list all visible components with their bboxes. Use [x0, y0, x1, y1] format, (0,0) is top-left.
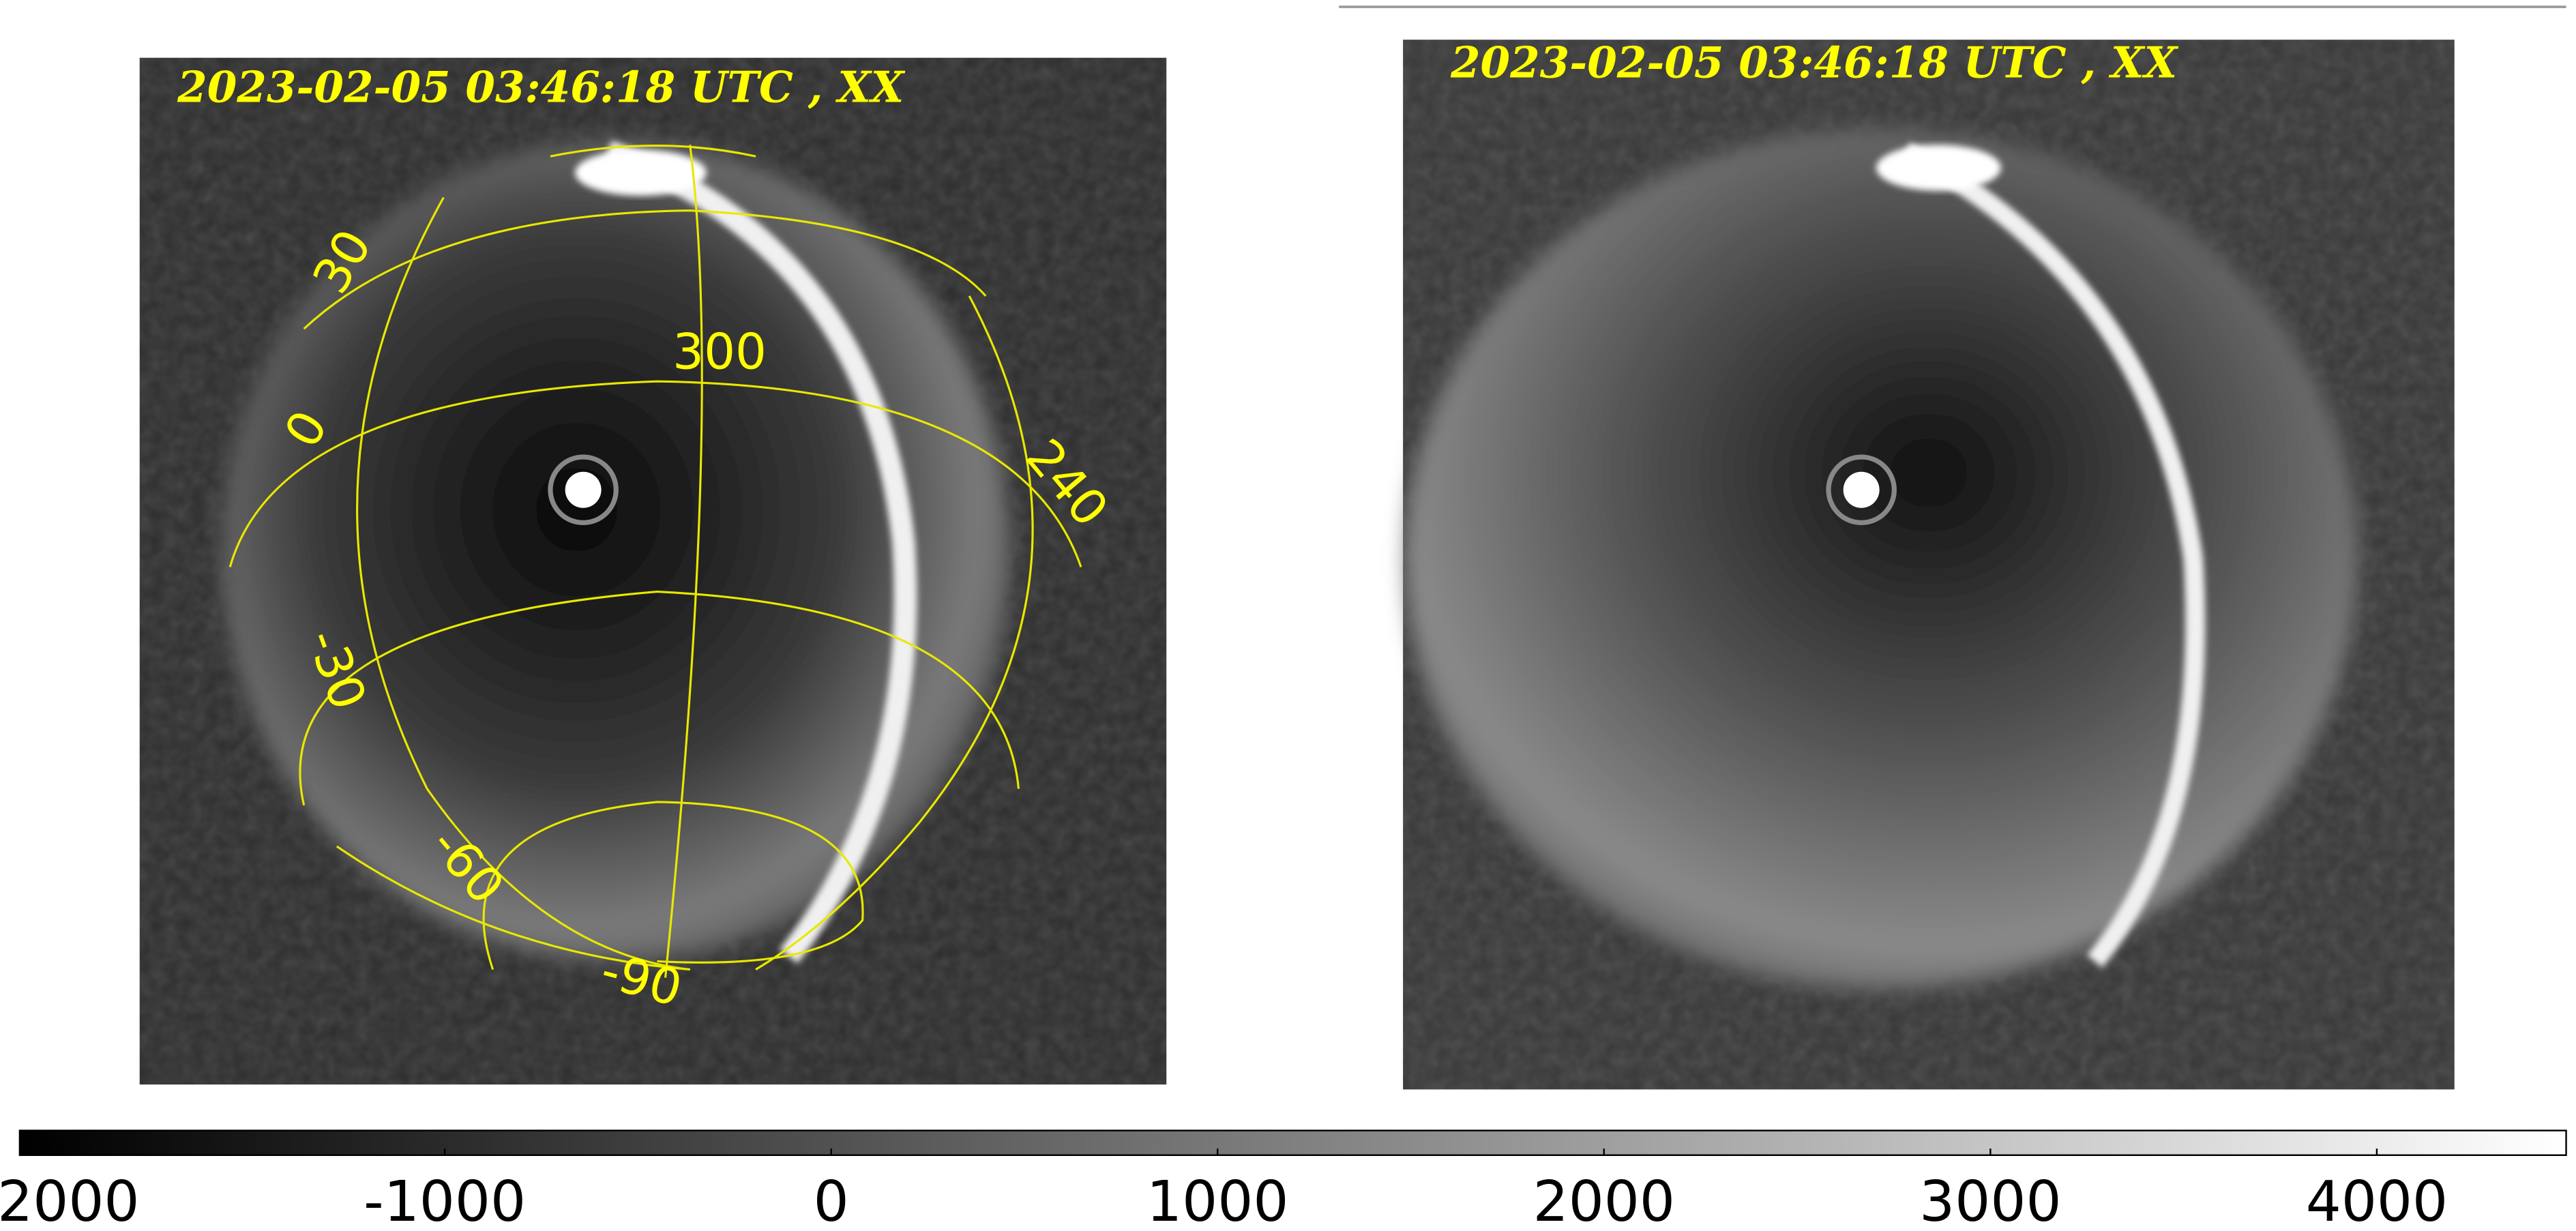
colorbar: -2000 -1000 0 1000 2000 3000 4000 — [0, 1129, 2567, 1231]
auroral-arc — [604, 140, 917, 964]
colorbar-tick-label: -1000 — [364, 1170, 526, 1231]
colorbar-tick-label: 2000 — [1533, 1170, 1675, 1231]
coordinate-grid — [228, 145, 1082, 978]
bright-spot — [575, 149, 707, 196]
colorbar-tick-label: 0 — [814, 1170, 849, 1231]
timestamp: 2023-02-05 03:46:18 UTC , XX — [1450, 38, 2179, 88]
star-ring — [1826, 454, 1897, 526]
longitude-line — [336, 845, 690, 971]
planet-disk — [222, 140, 1011, 962]
right-panel: 2023-02-05 03:46:18 UTC , XX — [1403, 38, 2455, 1090]
grid-label: 300 — [672, 324, 767, 381]
latitude-line — [303, 209, 987, 330]
colorbar-tick-label: 1000 — [1146, 1170, 1288, 1231]
colorbar-bar — [18, 1129, 2567, 1156]
bright-spot — [1876, 145, 2001, 191]
timestamp: 2023-02-05 03:46:18 UTC , XX — [177, 62, 906, 113]
longitude-line — [755, 295, 1034, 970]
colorbar-tick-label: -2000 — [0, 1170, 140, 1231]
left-panel: 2023-02-05 03:46:18 UTC , XX 30 0 -30 -6… — [139, 57, 1167, 1085]
colorbar-tick-label: 3000 — [1919, 1170, 2061, 1231]
latitude-line — [482, 801, 864, 970]
planet-disk — [1404, 128, 2358, 990]
colorbar-tick-label: 4000 — [2306, 1170, 2448, 1231]
star-ring — [548, 454, 619, 526]
star — [1843, 471, 1880, 508]
latitude-line — [550, 145, 756, 158]
longitude-line — [356, 196, 690, 971]
auroral-arc — [1901, 143, 2206, 968]
star — [565, 471, 602, 508]
latitude-line — [228, 380, 1082, 567]
longitude-line — [664, 145, 703, 978]
latitude-line — [299, 591, 1020, 806]
